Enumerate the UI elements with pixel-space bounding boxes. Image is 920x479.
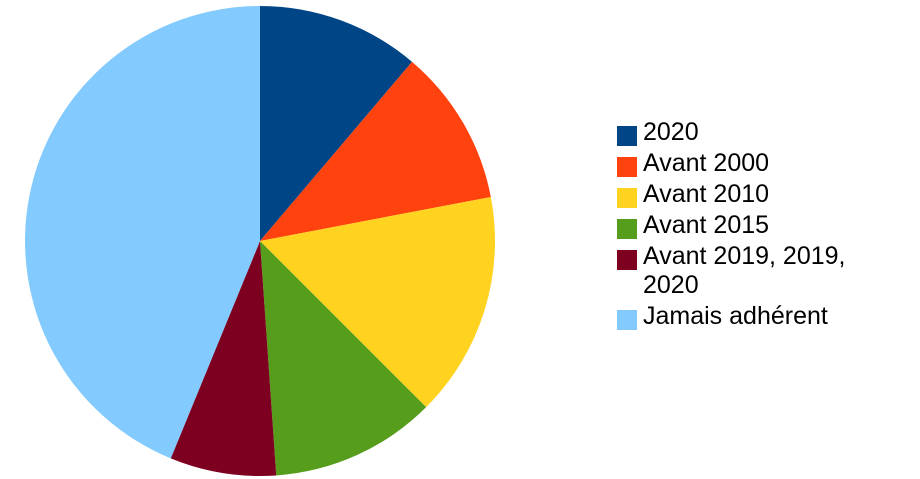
legend-item: Avant 2010 [617, 180, 917, 209]
legend-swatch [617, 126, 637, 146]
legend-label: Avant 2015 [643, 211, 770, 239]
pie-slice-3 [260, 196, 496, 408]
pie-slice-4 [260, 241, 427, 476]
legend-item: 2020 [617, 118, 917, 147]
legend-swatch [617, 157, 637, 177]
pie-slice-6 [25, 6, 260, 459]
legend-label: Avant 2019, 2019, 2020 [643, 242, 846, 299]
legend-label: Avant 2010 [643, 180, 770, 208]
legend-label: 2020 [643, 118, 699, 146]
legend-swatch [617, 310, 637, 330]
legend-swatch [617, 219, 637, 239]
legend-item: Jamais adhérent [617, 302, 917, 331]
legend-item: Avant 2019, 2019, 2020 [617, 242, 917, 300]
pie-slice-5 [170, 241, 277, 477]
pie-slice-1 [260, 6, 413, 241]
legend-label: Avant 2000 [643, 149, 770, 177]
legend-swatch [617, 188, 637, 208]
legend-label: Jamais adhérent [643, 302, 828, 330]
legend-item: Avant 2000 [617, 149, 917, 178]
legend-item: Avant 2015 [617, 211, 917, 240]
legend-swatch [617, 250, 637, 270]
pie-chart [25, 6, 496, 477]
legend: 2020 Avant 2000 Avant 2010 Avant 2015 Av… [617, 118, 917, 333]
pie-slice-2 [260, 61, 491, 241]
